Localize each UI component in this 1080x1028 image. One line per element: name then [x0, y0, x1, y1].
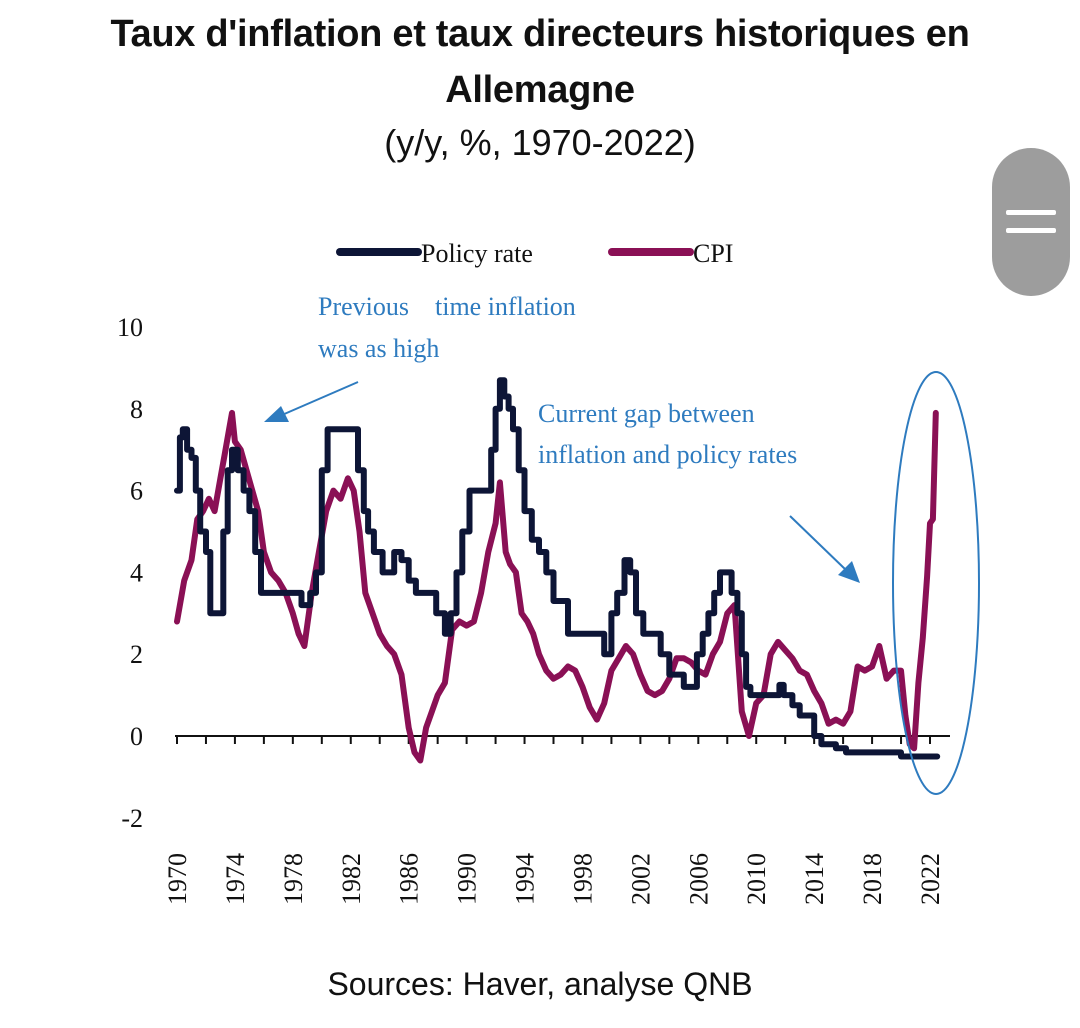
y-tick-label: 10	[117, 313, 143, 342]
drag-handle[interactable]	[992, 148, 1070, 296]
x-tick-label: 1974	[221, 853, 250, 905]
annotation-previous-high-arrow	[281, 381, 359, 416]
x-tick-label: 1982	[337, 853, 366, 905]
cpi-line	[174, 409, 939, 764]
x-tick-label: 2022	[916, 853, 945, 905]
annotation-current-gap-arrowhead	[838, 561, 860, 583]
annotation-current-gap-arrow	[789, 515, 847, 571]
y-tick-label: 0	[130, 722, 143, 751]
annotation-previous-high-arrowhead	[264, 406, 289, 422]
legend: Policy rate CPI	[336, 239, 733, 268]
x-tick-label: 2010	[742, 853, 771, 905]
x-axis-ticks: 1970 1974 1978 1982 1986 1990 1994 1998 2002 2006…	[163, 736, 945, 905]
chart-source: Sources: Haver, analyse QNB	[327, 966, 753, 1002]
annotation-current-gap-line1: Current gap between	[538, 399, 755, 428]
y-tick-label: 8	[130, 395, 143, 424]
legend-label-policy-rate: Policy rate	[421, 239, 533, 268]
x-tick-label: 1998	[568, 853, 597, 905]
highlight-ellipse	[892, 371, 980, 795]
x-tick-label: 2018	[858, 853, 887, 905]
y-axis-tick-labels: -2 0 2 4 6 8 10	[117, 313, 143, 833]
chart-subtitle: (y/y, %, 1970-2022)	[384, 122, 696, 163]
annotation-previous-high-line2: was as high	[318, 334, 439, 363]
annotation-previous-high-line1: Previous time inflation	[318, 292, 576, 321]
x-tick-label: 1990	[453, 853, 482, 905]
x-tick-label: 2002	[626, 853, 655, 905]
annotation-current-gap-line2: inflation and policy rates	[538, 440, 797, 469]
y-tick-label: 6	[130, 477, 143, 506]
legend-label-cpi: CPI	[693, 239, 733, 268]
policy-rate-line	[174, 377, 941, 760]
y-tick-label: -2	[121, 804, 143, 833]
annotation-current-gap: Current gap between inflation and policy…	[538, 399, 860, 583]
x-tick-label: 2006	[684, 853, 713, 905]
annotation-previous-high: Previous time inflation was as high	[264, 292, 576, 422]
chart-title: Taux d'inflation et taux directeurs hist…	[110, 13, 970, 111]
y-tick-label: 4	[130, 558, 143, 587]
x-tick-label: 1994	[511, 853, 540, 905]
x-tick-label: 1978	[279, 853, 308, 905]
y-tick-label: 2	[130, 640, 143, 669]
x-tick-label: 1986	[395, 853, 424, 905]
x-tick-label: 2014	[800, 853, 829, 905]
x-tick-label: 1970	[163, 853, 192, 905]
handle-grip-icon	[1006, 210, 1056, 215]
handle-grip-icon-lower	[1006, 228, 1056, 233]
